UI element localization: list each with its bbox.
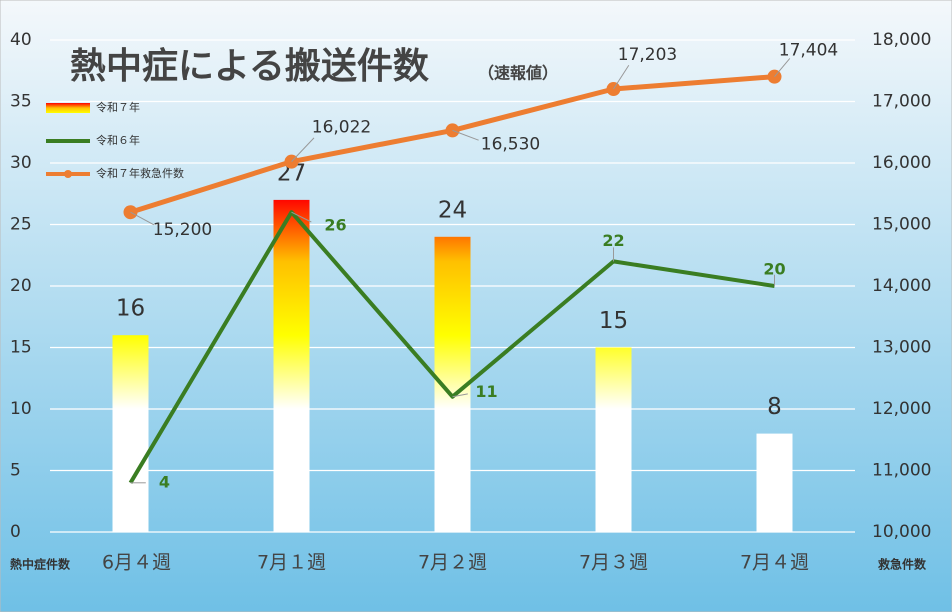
leader-line — [452, 129, 479, 141]
bar — [595, 347, 632, 532]
data-label: 16 — [116, 296, 145, 322]
legend-label: 令和６年 — [96, 133, 140, 147]
y2-tick-label: 16,000 — [872, 153, 931, 173]
y2-tick-label: 10,000 — [872, 522, 931, 542]
legend-label: 令和７年 — [96, 100, 140, 114]
data-label: 16,530 — [481, 134, 540, 154]
data-label: 15,200 — [153, 220, 212, 240]
legend-marker — [64, 170, 72, 178]
data-label: 20 — [763, 260, 785, 279]
y-tick-label: 15 — [10, 338, 32, 358]
data-label: 17,203 — [618, 45, 677, 65]
y2-tick-label: 11,000 — [872, 461, 931, 481]
x-tick-label: 7月２週 — [418, 552, 487, 574]
y2-tick-label: 14,000 — [872, 276, 931, 296]
bar — [273, 199, 310, 532]
y-tick-label: 0 — [10, 522, 21, 542]
x-tick-label: 7月４週 — [740, 552, 809, 574]
leader-line — [291, 211, 312, 223]
y2-tick-label: 15,000 — [872, 215, 931, 235]
x-tick-label: 7月３週 — [579, 552, 648, 574]
y-tick-label: 10 — [10, 399, 32, 419]
y-axis-title: 熱中症件数 — [10, 557, 71, 572]
y-tick-label: 25 — [10, 215, 32, 235]
y2-tick-label: 12,000 — [872, 399, 931, 419]
leader-line — [130, 211, 155, 226]
y2-tick-label: 17,000 — [872, 92, 931, 112]
legend-label: 令和７年救急件数 — [96, 166, 184, 180]
leader-line — [613, 64, 630, 90]
data-label: 15 — [599, 308, 628, 334]
data-label: 17,404 — [779, 41, 838, 61]
data-label: 26 — [324, 216, 346, 235]
data-label: 4 — [159, 472, 170, 491]
leader-line — [774, 58, 791, 77]
bar — [112, 335, 149, 532]
data-label: 24 — [438, 197, 467, 223]
y2-tick-label: 13,000 — [872, 338, 931, 358]
y-tick-label: 40 — [10, 30, 32, 50]
leader-line — [291, 137, 315, 162]
y2-tick-label: 18,000 — [872, 30, 931, 50]
y2-axis-title: 救急件数 — [878, 557, 927, 572]
data-label: 11 — [475, 382, 497, 401]
y-tick-label: 5 — [10, 461, 21, 481]
data-label: 16,022 — [312, 118, 371, 138]
legend-swatch — [46, 103, 90, 113]
data-label: 8 — [767, 394, 782, 420]
data-label: 22 — [602, 231, 624, 250]
y-tick-label: 30 — [10, 153, 32, 173]
x-tick-label: 7月１週 — [257, 552, 326, 574]
bar — [756, 433, 793, 532]
chart-subtitle: （速報値） — [478, 64, 558, 83]
x-tick-label: 6月４週 — [102, 552, 171, 574]
y-tick-label: 35 — [10, 92, 32, 112]
y-tick-label: 20 — [10, 276, 32, 296]
chart-title: 熱中症による搬送件数 — [70, 46, 429, 87]
leader-line — [452, 393, 468, 398]
